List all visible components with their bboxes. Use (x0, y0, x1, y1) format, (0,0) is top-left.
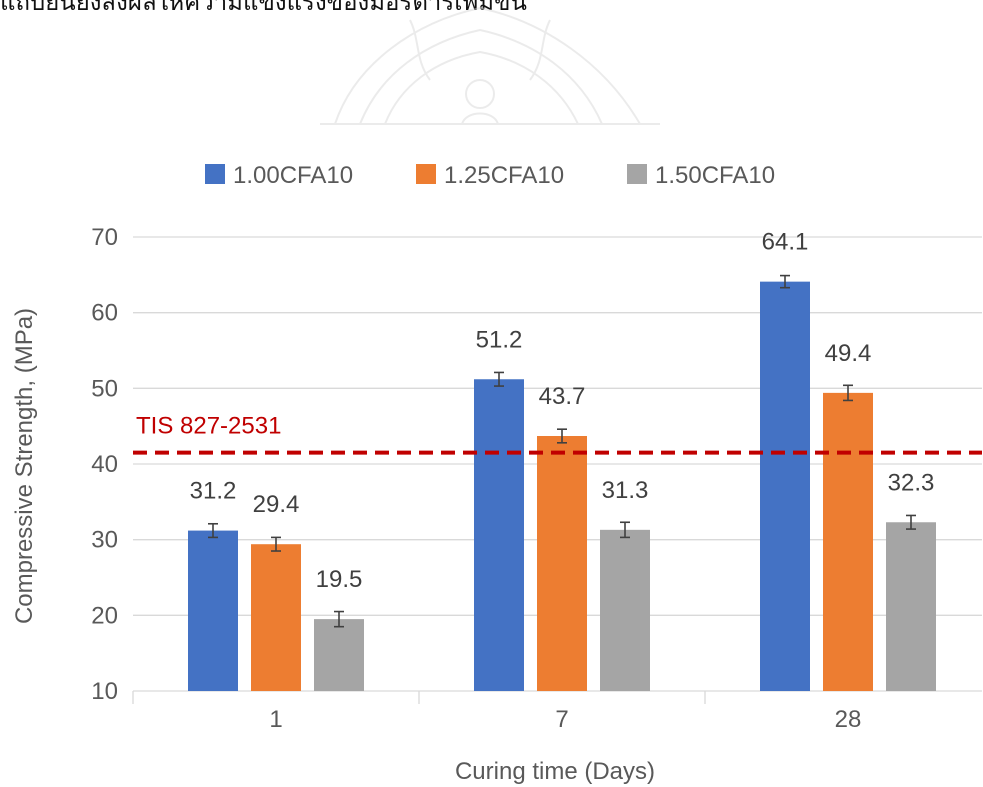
y-tick-label: 60 (91, 300, 118, 327)
data-label: 29.4 (253, 491, 300, 518)
bar-series-1 (474, 379, 524, 691)
watermark-seal (320, 6, 660, 125)
y-tick-label: 50 (91, 375, 118, 402)
bars: 31.2 51.2 64.1 29.4 43.7 49.4 19.5 31.3 32.3 (188, 229, 936, 691)
y-tick-label: 40 (91, 451, 118, 478)
legend: 1.00CFA10 1.25CFA10 1.50CFA10 (205, 162, 775, 189)
legend-label: 1.00CFA10 (233, 162, 353, 189)
bar-series-3 (886, 522, 936, 691)
data-label: 32.3 (888, 469, 935, 496)
reference-line-label: TIS 827-2531 (136, 413, 281, 440)
bar-series-3 (314, 619, 364, 691)
data-label: 31.2 (190, 478, 237, 505)
legend-label: 1.50CFA10 (655, 162, 775, 189)
y-tick-label: 20 (91, 602, 118, 629)
data-label: 31.3 (602, 477, 649, 504)
x-tick-label: 1 (269, 706, 282, 733)
x-tick-label: 7 (555, 706, 568, 733)
data-label: 49.4 (825, 340, 872, 367)
error-bar (208, 522, 218, 539)
bar-series-3 (600, 529, 650, 691)
x-axis-title: Curing time (Days) (455, 758, 655, 785)
error-bar (620, 521, 630, 539)
legend-item: 1.00CFA10 (205, 162, 353, 189)
error-bar (906, 514, 916, 530)
bar-series-1 (760, 281, 810, 691)
bar-series-2 (251, 544, 301, 691)
y-axis: 10 20 30 40 50 60 70 (91, 224, 118, 705)
data-label: 64.1 (762, 229, 809, 256)
y-axis-title: Compressive Strength, (MPa) (11, 308, 38, 624)
error-bar (780, 274, 790, 289)
legend-swatch (627, 164, 647, 184)
bar-series-1 (188, 530, 238, 691)
y-tick-label: 10 (91, 678, 118, 705)
error-bar (271, 536, 281, 552)
data-label: 19.5 (316, 566, 363, 593)
error-bar (334, 610, 344, 628)
data-label: 43.7 (539, 383, 586, 410)
error-bar (557, 428, 567, 444)
legend-label: 1.25CFA10 (444, 162, 564, 189)
bar-series-2 (537, 436, 587, 691)
y-tick-label: 70 (91, 224, 118, 251)
data-label: 51.2 (476, 326, 523, 353)
legend-item: 1.50CFA10 (627, 162, 775, 189)
legend-swatch (416, 164, 436, 184)
legend-item: 1.25CFA10 (416, 162, 564, 189)
legend-swatch (205, 164, 225, 184)
y-tick-label: 30 (91, 527, 118, 554)
error-bar (843, 384, 853, 402)
x-axis: 1 7 28 (132, 691, 862, 733)
x-tick-label: 28 (835, 706, 862, 733)
error-bar (494, 371, 504, 387)
bar-series-2 (823, 392, 873, 691)
header-text: แถบยืนยังส่งผลให้ความแข็งแรงของมอร์ตาร์เ… (0, 0, 527, 16)
